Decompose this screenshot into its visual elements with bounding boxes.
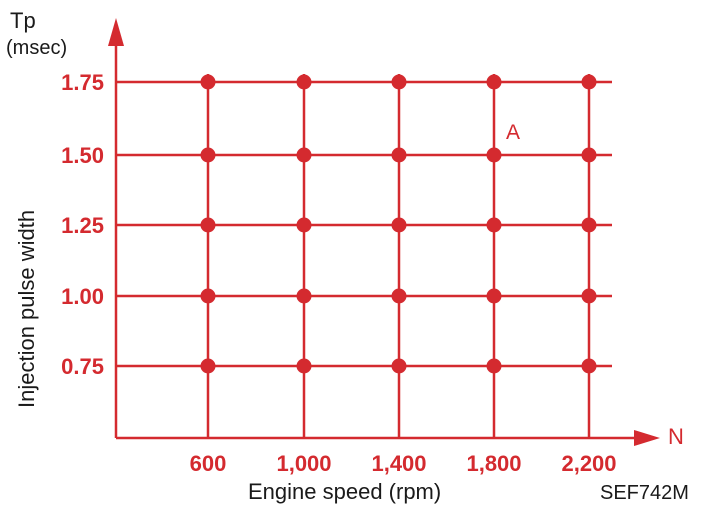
- grid-point-1800-1.25: [486, 217, 502, 233]
- labels: Tp (msec) N Injection pulse width Engine…: [6, 8, 689, 504]
- grid-point-600-1.5: [200, 147, 216, 163]
- y-tick-label: 1.50: [61, 143, 104, 168]
- x-tick-label: 1,000: [276, 451, 331, 476]
- grid-point-1000-1.75: [296, 74, 312, 90]
- grid-point-600-0.75: [200, 358, 216, 374]
- grid-point-600-1.25: [200, 217, 216, 233]
- y-tick-label: 1.00: [61, 284, 104, 309]
- x-tick-label: 1,800: [466, 451, 521, 476]
- x-axis-label: Engine speed (rpm): [248, 479, 441, 504]
- grid-point-1400-1.25: [391, 217, 407, 233]
- y-axis-symbol: Tp: [10, 8, 36, 33]
- y-axis-unit: (msec): [6, 37, 67, 59]
- grid-point-2200-0.75: [581, 358, 597, 374]
- grid-point-1400-1.75: [391, 74, 407, 90]
- grid-point-2200-1.25: [581, 217, 597, 233]
- y-tick-label: 1.25: [61, 213, 104, 238]
- grid-point-600-1.75: [200, 74, 216, 90]
- grid-point-1000-1: [296, 288, 312, 304]
- grid-point-2200-1.75: [581, 74, 597, 90]
- y-tick-label: 0.75: [61, 354, 104, 379]
- x-axis-arrow-icon: [634, 430, 660, 446]
- grid-point-1000-1.5: [296, 147, 312, 163]
- grid-point-1000-1.25: [296, 217, 312, 233]
- grid-point-1400-0.75: [391, 358, 407, 374]
- grid-point-1800-1.5: [486, 147, 502, 163]
- grid-point-1000-0.75: [296, 358, 312, 374]
- y-axis-arrow-icon: [108, 18, 124, 46]
- x-tick-label: 600: [190, 451, 227, 476]
- grid-point-2200-1: [581, 288, 597, 304]
- grid-point-600-1: [200, 288, 216, 304]
- y-tick-label: 1.75: [61, 70, 104, 95]
- grid-lines: [116, 74, 612, 438]
- grid-point-1800-0.75: [486, 358, 502, 374]
- figure-code: SEF742M: [600, 482, 689, 504]
- grid-point-1400-1: [391, 288, 407, 304]
- grid-point-1800-1: [486, 288, 502, 304]
- data-points: [200, 74, 597, 374]
- x-tick-label: 2,200: [561, 451, 616, 476]
- axes: [108, 18, 660, 446]
- x-axis-symbol: N: [668, 424, 684, 449]
- annotation-a: A: [506, 121, 520, 144]
- y-axis-label: Injection pulse width: [14, 210, 39, 408]
- grid-point-1400-1.5: [391, 147, 407, 163]
- grid-point-1800-1.75: [486, 74, 502, 90]
- grid-point-2200-1.5: [581, 147, 597, 163]
- x-tick-label: 1,400: [371, 451, 426, 476]
